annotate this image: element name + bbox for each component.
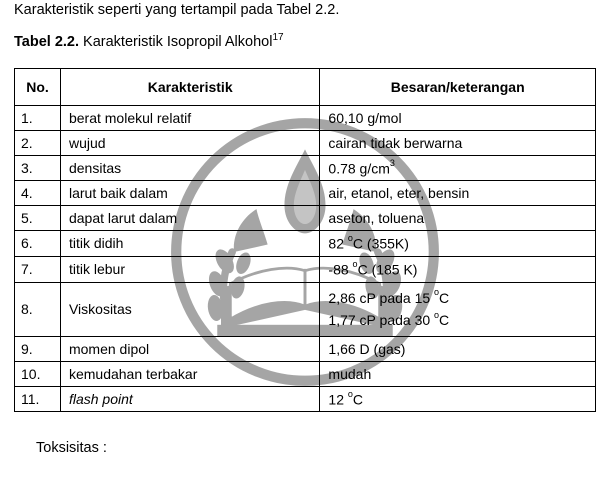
table-title-rest: Karakteristik Isopropil Alkohol [79,34,272,50]
cell-karakteristik: berat molekul relatif [60,105,319,130]
cell-besaran: 82 oC (355K) [320,231,596,257]
cell-karakteristik: dapat larut dalam [60,206,319,231]
cell-karakteristik: flash point [60,386,319,412]
table-row: 8. Viskositas 2,86 cP pada 15 oC 1,77 cP… [15,282,596,336]
table-row: 5. dapat larut dalam aseton, toluena [15,206,596,231]
cell-karakteristik: titik lebur [60,257,319,283]
cell-karakteristik: densitas [60,155,319,181]
cell-besaran: cairan tidak berwarna [320,130,596,155]
header-no: No. [15,68,61,105]
cell-karakteristik: Viskositas [60,282,319,336]
cell-karakteristik: wujud [60,130,319,155]
cell-besaran: 12 oC [320,386,596,412]
table-row: 4. larut baik dalam air, etanol, eter, b… [15,181,596,206]
cell-besaran: mudah [320,361,596,386]
cell-besaran: air, etanol, eter, bensin [320,181,596,206]
cell-besaran: 60,10 g/mol [320,105,596,130]
footer-text: Toksisitas : [14,440,596,456]
cell-karakteristik: titik didih [60,231,319,257]
cell-karakteristik: momen dipol [60,336,319,361]
table-row: 7. titik lebur -88 oC (185 K) [15,257,596,283]
table-row: 3. densitas 0.78 g/cm3 [15,155,596,181]
intro-text: Karakteristik seperti yang tertampil pad… [14,2,596,18]
cell-no: 11. [15,386,61,412]
cell-karakteristik: larut baik dalam [60,181,319,206]
table-row: 11. flash point 12 oC [15,386,596,412]
characteristics-table: No. Karakteristik Besaran/keterangan 1. … [14,68,596,412]
table-row: 9. momen dipol 1,66 D (gas) [15,336,596,361]
header-besaran: Besaran/keterangan [320,68,596,105]
cell-no: 7. [15,257,61,283]
cell-no: 6. [15,231,61,257]
table-row: 6. titik didih 82 oC (355K) [15,231,596,257]
cell-besaran: 2,86 cP pada 15 oC 1,77 cP pada 30 oC [320,282,596,336]
cell-no: 1. [15,105,61,130]
cell-no: 9. [15,336,61,361]
cell-no: 3. [15,155,61,181]
header-karakteristik: Karakteristik [60,68,319,105]
cell-no: 4. [15,181,61,206]
table-title: Tabel 2.2. Karakteristik Isopropil Alkoh… [14,32,596,50]
cell-besaran: 1,66 D (gas) [320,336,596,361]
table-title-prefix: Tabel 2.2. [14,34,79,50]
table-row: 2. wujud cairan tidak berwarna [15,130,596,155]
cell-no: 5. [15,206,61,231]
cell-no: 8. [15,282,61,336]
cell-besaran: -88 oC (185 K) [320,257,596,283]
table-header-row: No. Karakteristik Besaran/keterangan [15,68,596,105]
table-row: 1. berat molekul relatif 60,10 g/mol [15,105,596,130]
table-row: 10. kemudahan terbakar mudah [15,361,596,386]
cell-besaran: aseton, toluena [320,206,596,231]
cell-besaran: 0.78 g/cm3 [320,155,596,181]
cell-no: 2. [15,130,61,155]
cell-karakteristik: kemudahan terbakar [60,361,319,386]
table-title-sup: 17 [272,32,283,43]
cell-no: 10. [15,361,61,386]
